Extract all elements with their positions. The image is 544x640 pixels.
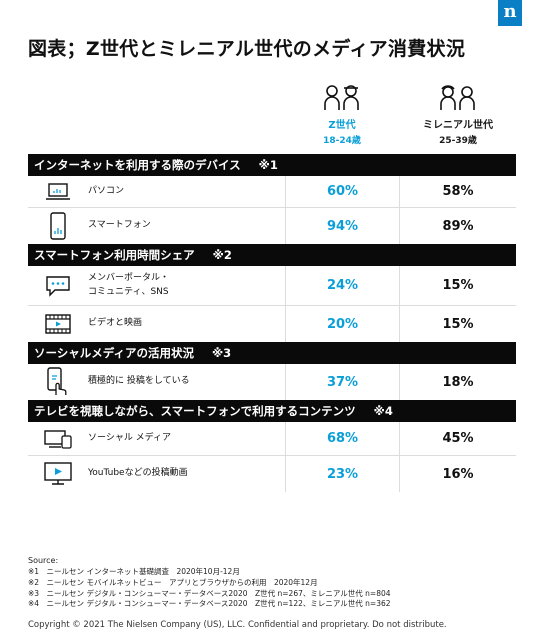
millennial-value: 58% bbox=[442, 184, 474, 199]
section-header-second-screen-content: テレビを視聴しながら、スマートフォンで利用するコンテンツ ※4 bbox=[28, 400, 516, 422]
section-note: ※2 bbox=[212, 248, 232, 262]
section-header-smartphone-time-share: スマートフォン利用時間シェア ※2 bbox=[28, 244, 516, 266]
millennial-value: 16% bbox=[442, 466, 474, 482]
page-title: 図表；Z世代とミレニアル世代のメディア消費状況 bbox=[28, 38, 466, 60]
row-label: ソーシャル メディア bbox=[88, 432, 172, 443]
table-row: スマートフォン 94% 89% bbox=[28, 208, 516, 244]
table-row: ビデオと映画 20% 15% bbox=[28, 306, 516, 342]
gen-z-label: Z世代 bbox=[328, 120, 356, 131]
nielsen-logo: n bbox=[498, 0, 522, 26]
millennial-value: 45% bbox=[442, 431, 474, 446]
gen-z-value: 60% bbox=[286, 176, 400, 207]
table-row: パソコン 60% 58% bbox=[28, 176, 516, 208]
section-title: インターネットを利用する際のデバイス bbox=[34, 158, 241, 172]
column-header-gen-z: Z世代 18-24歳 bbox=[286, 84, 398, 146]
section-header-internet-devices: インターネットを利用する際のデバイス ※1 bbox=[28, 154, 516, 176]
section-title: ソーシャルメディアの活用状況 bbox=[34, 346, 194, 360]
gen-z-age-range: 18-24歳 bbox=[323, 136, 361, 146]
row-label-line1: メンバーポータル・ bbox=[88, 273, 170, 284]
row-label: ビデオと映画 bbox=[88, 318, 143, 329]
source-note: ※3 ニールセン デジタル・コンシューマー・データベース2020 Z世代 n=2… bbox=[28, 588, 391, 598]
section-title: スマートフォン利用時間シェア bbox=[34, 248, 195, 262]
row-label-line2: コミュニティ、SNS bbox=[88, 286, 169, 297]
source-note: ※1 ニールセン インターネット基礎調査 2020年10月-12月 bbox=[28, 567, 240, 577]
tv-play-icon bbox=[28, 462, 88, 486]
section-note: ※1 bbox=[258, 158, 278, 172]
section-title: テレビを視聴しながら、スマートフォンで利用するコンテンツ bbox=[34, 404, 356, 418]
millennial-value: 15% bbox=[442, 278, 474, 293]
table-row: YouTubeなどの投稿動画 23% 16% bbox=[28, 456, 516, 492]
touch-phone-icon bbox=[28, 367, 88, 397]
source-note: ※2 ニールセン モバイルネットビュー アプリとブラウザからの利用 2020年1… bbox=[28, 578, 318, 587]
millennial-label: ミレニアル世代 bbox=[423, 120, 493, 131]
millennial-value: 18% bbox=[442, 374, 474, 390]
gen-z-value: 20% bbox=[286, 306, 400, 342]
row-label: 積極的に 投稿をしている bbox=[88, 376, 190, 387]
devices-icon bbox=[28, 429, 88, 449]
laptop-icon bbox=[28, 182, 88, 202]
source-title: Source: bbox=[28, 556, 59, 565]
section-note: ※3 bbox=[211, 346, 232, 360]
smartphone-icon bbox=[28, 212, 88, 240]
gen-z-value: 68% bbox=[286, 422, 400, 455]
gen-z-people-icon bbox=[286, 84, 398, 114]
table-row: 積極的に 投稿をしている 37% 18% bbox=[28, 364, 516, 400]
millennial-age-range: 25-39歳 bbox=[439, 136, 477, 146]
gen-z-value: 23% bbox=[286, 456, 400, 492]
gen-z-value: 37% bbox=[286, 364, 400, 400]
section-header-social-media-usage: ソーシャルメディアの活用状況 ※3 bbox=[28, 342, 516, 364]
row-label: メンバーポータル・ コミュニティ、SNS bbox=[88, 272, 169, 298]
film-strip-icon bbox=[28, 314, 88, 334]
column-header-millennial: ミレニアル世代 25-39歳 bbox=[400, 84, 516, 146]
millennial-people-icon bbox=[400, 84, 516, 114]
gen-z-value: 24% bbox=[286, 266, 400, 305]
source-notes: Source: ※1 ニールセン インターネット基礎調査 2020年10月-12… bbox=[28, 555, 391, 610]
gen-z-value: 94% bbox=[286, 208, 400, 244]
row-label: YouTubeなどの投稿動画 bbox=[88, 468, 188, 479]
table-row: ソーシャル メディア 68% 45% bbox=[28, 422, 516, 456]
media-consumption-table: インターネットを利用する際のデバイス ※1 パソコン 60% 58% bbox=[28, 154, 516, 492]
row-label: パソコン bbox=[88, 185, 125, 196]
source-note: ※4 ニールセン デジタル・コンシューマー・データベース2020 Z世代 n=1… bbox=[28, 599, 391, 609]
millennial-value: 15% bbox=[442, 316, 474, 332]
millennial-value: 89% bbox=[442, 218, 474, 234]
chat-bubble-icon bbox=[28, 275, 88, 297]
section-note: ※4 bbox=[373, 404, 393, 418]
table-row: メンバーポータル・ コミュニティ、SNS 24% 15% bbox=[28, 266, 516, 306]
copyright-footer: Copyright © 2021 The Nielsen Company (US… bbox=[28, 620, 447, 630]
row-label: スマートフォン bbox=[88, 220, 151, 231]
